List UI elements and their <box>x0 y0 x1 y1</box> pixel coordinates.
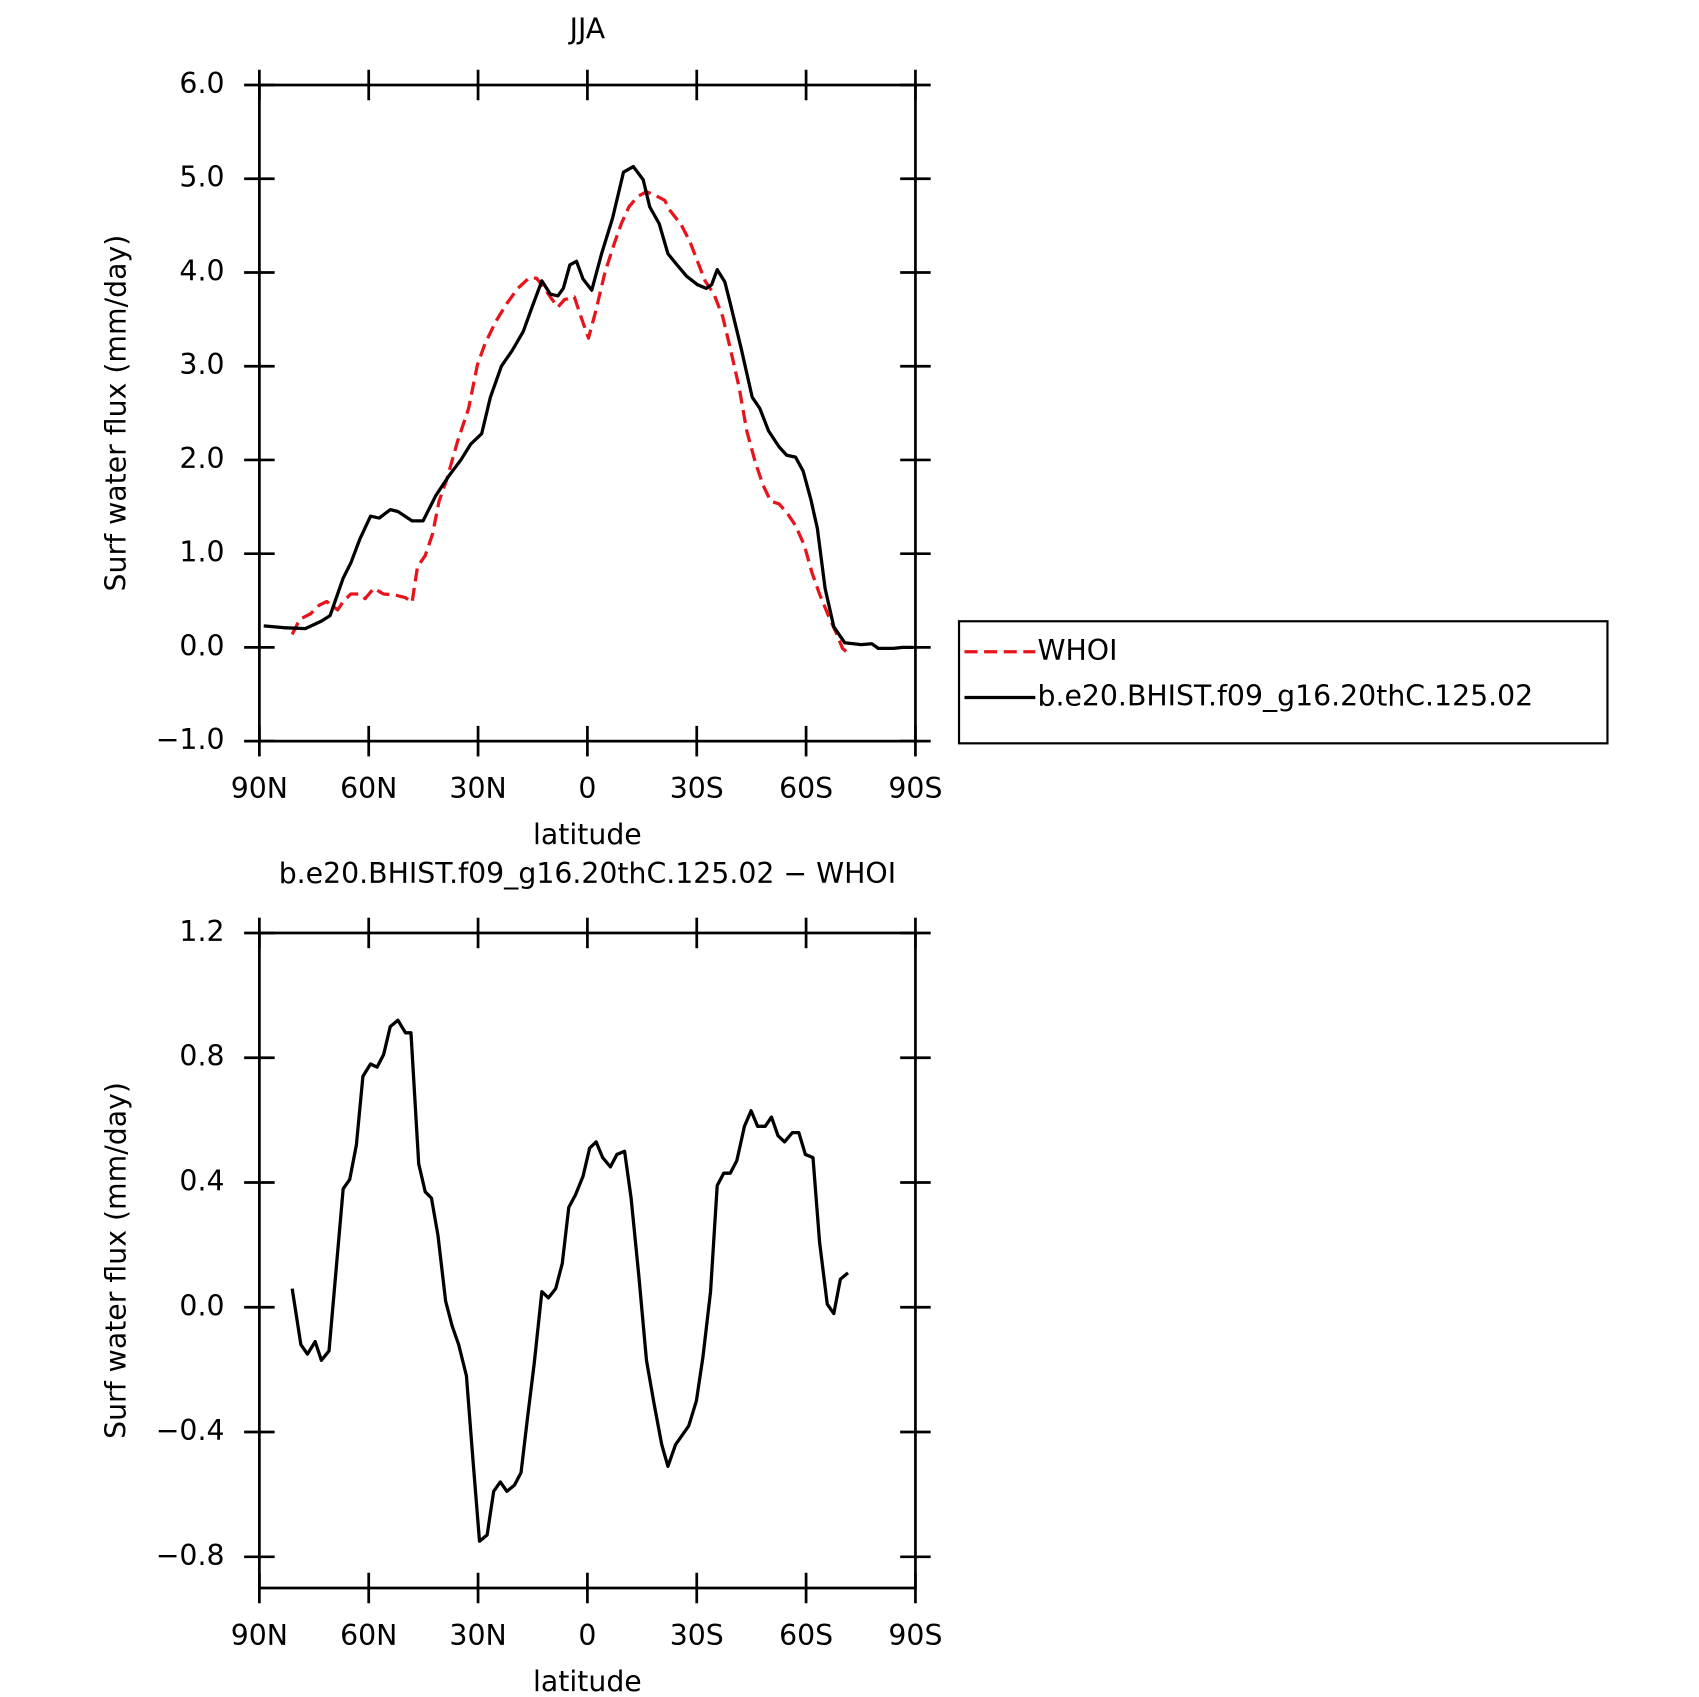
x-tick-label: 90N <box>231 1619 288 1652</box>
series-line <box>290 1018 850 1543</box>
y-axis-label: Surf water flux (mm/day) <box>100 235 133 592</box>
x-tick-label: 90S <box>888 1619 942 1652</box>
x-axis-label: latitude <box>533 1665 642 1697</box>
y-tick-label: 3.0 <box>179 348 224 381</box>
y-tick-label: −1.0 <box>156 723 225 756</box>
x-tick-label: 30S <box>670 772 724 805</box>
x-tick-label: 90S <box>888 772 942 805</box>
y-axis-label: Surf water flux (mm/day) <box>100 1082 133 1439</box>
y-tick-label: 5.0 <box>179 161 224 194</box>
plot-frame <box>258 931 917 1590</box>
x-tick-label: 30N <box>449 1619 506 1652</box>
legend-label: WHOI <box>1037 634 1117 667</box>
legend-label: b.e20.BHIST.f09_g16.20thC.125.02 <box>1037 680 1533 713</box>
x-tick-label: 60N <box>340 1619 397 1652</box>
x-tick-label: 30S <box>670 1619 724 1652</box>
series-line <box>290 190 850 655</box>
y-tick-label: 6.0 <box>179 67 224 100</box>
y-tick-label: 2.0 <box>179 442 224 475</box>
x-axis-label: latitude <box>533 818 642 851</box>
x-tick-label: 0 <box>578 1619 596 1652</box>
y-tick-label: 4.0 <box>179 254 224 287</box>
y-tick-label: 1.2 <box>179 915 224 948</box>
y-tick-label: 0.4 <box>179 1165 224 1198</box>
series-line <box>263 164 914 651</box>
chart-title: JJA <box>568 13 606 46</box>
x-tick-label: 0 <box>578 772 596 805</box>
x-tick-label: 60S <box>779 1619 833 1652</box>
plot-frame <box>258 83 917 743</box>
y-tick-label: 0.0 <box>179 1289 224 1322</box>
y-tick-label: 1.0 <box>179 536 224 569</box>
x-tick-label: 30N <box>449 772 506 805</box>
y-tick-label: −0.4 <box>156 1414 225 1447</box>
x-tick-label: 90N <box>231 772 288 805</box>
legend-box <box>957 620 1609 745</box>
chart-title: b.e20.BHIST.f09_g16.20thC.125.02 − WHOI <box>279 857 896 890</box>
y-tick-label: 0.0 <box>179 629 224 662</box>
x-tick-label: 60S <box>779 772 833 805</box>
y-tick-label: 0.8 <box>179 1040 224 1073</box>
x-tick-label: 60N <box>340 772 397 805</box>
y-tick-label: −0.8 <box>156 1539 225 1572</box>
